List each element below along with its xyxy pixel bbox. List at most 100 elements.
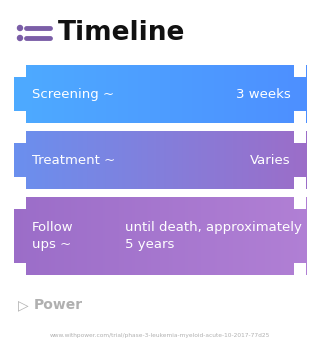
Bar	[199, 197, 201, 275]
Bar	[137, 131, 139, 189]
Bar	[105, 197, 107, 275]
Bar	[240, 197, 242, 275]
Bar	[131, 65, 133, 123]
Polygon shape	[294, 177, 306, 189]
Bar	[252, 131, 254, 189]
Bar	[128, 65, 130, 123]
Bar	[59, 131, 61, 189]
Bar	[119, 65, 121, 123]
Bar	[237, 197, 239, 275]
Bar	[191, 197, 193, 275]
Bar	[284, 131, 286, 189]
Bar	[249, 131, 251, 189]
Bar	[140, 197, 141, 275]
Polygon shape	[14, 65, 26, 77]
Bar	[290, 65, 292, 123]
Bar	[219, 65, 220, 123]
Bar	[271, 131, 273, 189]
Polygon shape	[14, 197, 26, 209]
Bar	[42, 131, 44, 189]
Bar	[264, 197, 266, 275]
Bar	[21, 197, 23, 275]
Polygon shape	[14, 131, 26, 143]
Bar	[300, 131, 302, 189]
Bar	[40, 65, 42, 123]
Bar	[287, 197, 289, 275]
Bar	[227, 65, 229, 123]
Bar	[15, 197, 17, 275]
Bar	[256, 197, 258, 275]
Bar	[182, 131, 184, 189]
Bar	[87, 65, 89, 123]
Bar	[55, 65, 57, 123]
Bar	[156, 197, 157, 275]
Bar	[237, 65, 239, 123]
Bar	[189, 131, 191, 189]
Text: Screening ~: Screening ~	[32, 87, 114, 101]
Text: 3 weeks: 3 weeks	[236, 87, 291, 101]
Bar	[259, 131, 261, 189]
Bar	[83, 65, 84, 123]
Bar	[183, 131, 185, 189]
Bar	[138, 197, 140, 275]
Bar	[151, 197, 153, 275]
Bar	[141, 197, 143, 275]
Bar	[278, 197, 280, 275]
Bar	[186, 65, 188, 123]
Bar	[261, 197, 263, 275]
Bar	[23, 131, 25, 189]
Bar	[113, 197, 115, 275]
Bar	[65, 131, 67, 189]
Bar	[94, 197, 96, 275]
Bar	[264, 65, 266, 123]
Bar	[267, 131, 268, 189]
Bar	[182, 197, 184, 275]
Bar	[198, 131, 200, 189]
Text: Follow
ups ~: Follow ups ~	[32, 221, 74, 251]
Bar	[84, 65, 86, 123]
Bar	[164, 131, 166, 189]
Bar	[240, 65, 242, 123]
Bar	[272, 197, 274, 275]
Bar	[293, 65, 295, 123]
Bar	[265, 197, 267, 275]
Bar	[277, 65, 279, 123]
Bar	[115, 131, 117, 189]
Bar	[151, 65, 153, 123]
Bar	[90, 131, 92, 189]
Bar	[88, 65, 91, 123]
Bar	[283, 131, 284, 189]
Bar	[40, 197, 42, 275]
Bar	[278, 131, 280, 189]
Bar	[287, 65, 289, 123]
Bar	[58, 197, 60, 275]
Bar	[210, 197, 212, 275]
Bar	[275, 131, 277, 189]
Bar	[246, 197, 248, 275]
Bar	[285, 131, 287, 189]
Bar	[49, 197, 51, 275]
Bar	[103, 65, 105, 123]
Bar	[14, 65, 16, 123]
Bar	[207, 197, 209, 275]
Bar	[105, 65, 107, 123]
Bar	[235, 65, 236, 123]
Bar	[62, 65, 64, 123]
Text: www.withpower.com/trial/phase-3-leukemia-myeloid-acute-10-2017-77d25: www.withpower.com/trial/phase-3-leukemia…	[50, 332, 270, 338]
Bar	[189, 197, 191, 275]
Bar	[215, 197, 218, 275]
Bar	[183, 65, 185, 123]
Bar	[126, 131, 128, 189]
Bar	[97, 65, 99, 123]
Bar	[110, 131, 112, 189]
Bar	[269, 197, 271, 275]
Bar	[85, 65, 87, 123]
Bar	[303, 65, 305, 123]
Bar	[108, 197, 109, 275]
Bar	[261, 131, 263, 189]
Bar	[220, 197, 222, 275]
Bar	[23, 197, 25, 275]
Bar	[180, 65, 182, 123]
Bar	[52, 65, 54, 123]
Bar	[132, 131, 134, 189]
